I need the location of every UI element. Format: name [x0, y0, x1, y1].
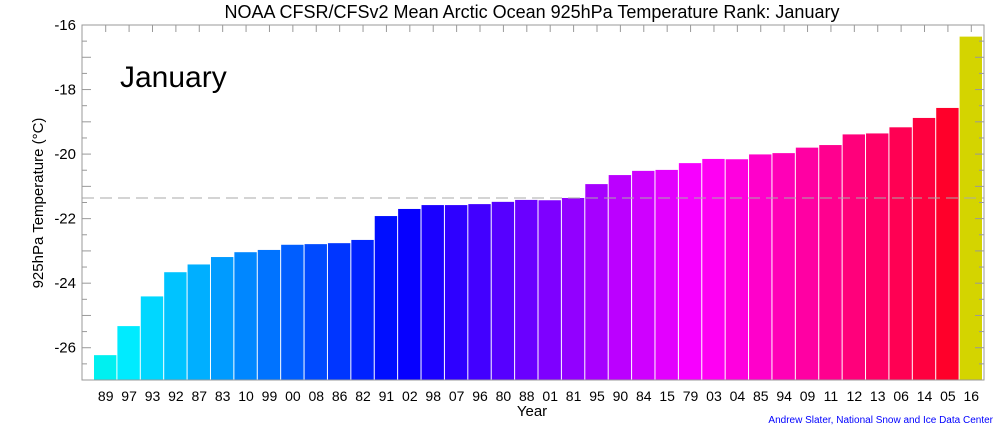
- bar-13: [866, 133, 889, 380]
- x-tick-label: 08: [308, 388, 324, 404]
- bar-12: [842, 134, 866, 380]
- bar-91: [374, 216, 398, 380]
- y-tick-label: -26: [54, 340, 76, 357]
- bar-00: [281, 244, 304, 380]
- x-tick-label: 06: [893, 388, 909, 404]
- bar-93: [140, 296, 164, 380]
- x-tick-label: 14: [917, 388, 933, 404]
- bar-96: [468, 204, 491, 380]
- bar-81: [561, 197, 585, 380]
- bar-82: [351, 239, 374, 380]
- x-tick-label: 00: [285, 388, 301, 404]
- y-tick-label: -22: [54, 211, 76, 228]
- y-axis-label: 925hPa Temperature (°C): [30, 118, 47, 289]
- bars: [94, 36, 982, 381]
- x-tick-label: 94: [776, 388, 792, 404]
- bar-10: [234, 252, 257, 380]
- x-tick-label: 88: [519, 388, 535, 404]
- x-tick-label: 07: [449, 388, 465, 404]
- x-tick-label: 87: [191, 388, 207, 404]
- bar-02: [398, 208, 421, 380]
- bar-99: [257, 249, 281, 380]
- bar-06: [889, 127, 912, 381]
- x-tick-label: 11: [824, 388, 839, 404]
- bar-83: [210, 257, 234, 380]
- x-tick-label: 05: [940, 388, 956, 404]
- x-tick-label: 91: [379, 388, 395, 404]
- x-tick-label: 97: [121, 388, 137, 404]
- x-tick-label: 03: [706, 388, 722, 404]
- bar-08: [304, 244, 327, 380]
- bar-85: [749, 154, 772, 380]
- x-tick-label: 79: [683, 388, 699, 404]
- bar-86: [327, 243, 351, 380]
- x-tick-label: 84: [636, 388, 652, 404]
- bar-15: [655, 169, 678, 380]
- bar-92: [164, 272, 187, 380]
- bar-79: [678, 163, 702, 380]
- x-tick-label: 92: [168, 388, 184, 404]
- bar-11: [819, 145, 842, 380]
- x-tick-label: 93: [145, 388, 161, 404]
- bar-95: [585, 184, 608, 380]
- bar-87: [187, 264, 210, 380]
- bar-94: [772, 153, 795, 380]
- axes: 89 97 93 92 87 83 10 99 00 08 86 82 91 02 98 07 96 80 88 01…: [54, 17, 985, 404]
- bar-88: [515, 199, 538, 380]
- x-tick-label: 16: [964, 388, 980, 404]
- bar-04: [725, 159, 749, 380]
- y-tick-label: -20: [54, 146, 76, 163]
- x-tick-label: 96: [472, 388, 488, 404]
- x-tick-label: 80: [496, 388, 512, 404]
- x-axis-label: Year: [517, 403, 547, 420]
- chart-title: NOAA CFSR/CFSv2 Mean Arctic Ocean 925hPa…: [225, 2, 840, 22]
- y-tick-label: -18: [54, 82, 76, 99]
- x-tick-label: 12: [847, 388, 863, 404]
- x-tick-label: 02: [402, 388, 418, 404]
- bar-07: [444, 205, 468, 380]
- x-tick-label: 98: [425, 388, 441, 404]
- bar-80: [491, 201, 515, 380]
- x-tick-label: 09: [800, 388, 816, 404]
- x-tick-label: 89: [98, 388, 114, 404]
- x-tick-label: 90: [613, 388, 629, 404]
- month-annotation: January: [120, 61, 227, 94]
- y-tick-label: -24: [54, 275, 76, 292]
- bar-89: [94, 355, 117, 380]
- bar-84: [632, 170, 655, 380]
- x-tick-label: 04: [730, 388, 746, 404]
- bar-90: [608, 175, 632, 380]
- y-tick-label: -16: [54, 17, 76, 34]
- bar-03: [702, 158, 725, 380]
- bar-97: [117, 326, 140, 380]
- x-tick-label: 85: [753, 388, 769, 404]
- x-tick-label: 99: [262, 388, 278, 404]
- x-tick-label: 82: [355, 388, 371, 404]
- x-tick-label: 01: [542, 388, 558, 404]
- bar-16: [959, 36, 982, 380]
- x-tick-label: 83: [215, 388, 231, 404]
- x-tick-label: 86: [332, 388, 348, 404]
- credit-text: Andrew Slater, National Snow and Ice Dat…: [768, 415, 993, 426]
- bar-09: [795, 147, 819, 380]
- x-tick-label: 13: [870, 388, 886, 404]
- x-tick-label: 81: [566, 388, 582, 404]
- bar-05: [936, 107, 959, 380]
- x-tick-label: 10: [238, 388, 254, 404]
- bar-01: [538, 200, 561, 380]
- bar-14: [912, 117, 936, 380]
- bar-98: [421, 205, 444, 380]
- x-tick-label: 95: [589, 388, 605, 404]
- x-tick-label: 15: [659, 388, 675, 404]
